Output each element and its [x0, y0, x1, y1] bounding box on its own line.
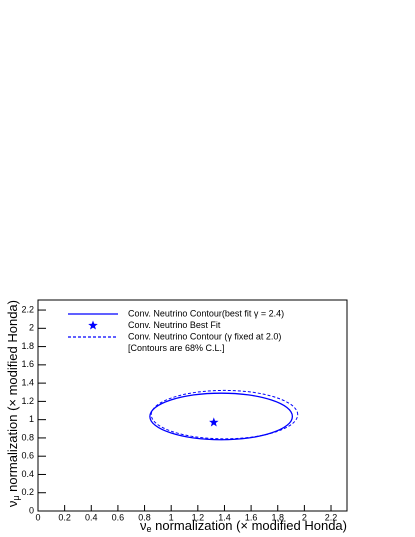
y-tick-label: 0.8	[21, 432, 34, 442]
x-tick-label: 0.4	[85, 512, 98, 522]
y-tick-label: 1.4	[21, 377, 34, 387]
contour	[150, 389, 299, 440]
plot-frame	[37, 299, 348, 512]
x-tick-label: 2.2	[325, 512, 338, 522]
x-label-text: normalization (× modified Honda)	[152, 518, 347, 533]
x-label-symbol: ν	[140, 518, 147, 533]
x-tick-label: 1	[169, 512, 174, 522]
y-label-subscript: μ	[11, 495, 21, 500]
legend-label: Conv. Neutrino Contour (γ fixed at 2.0)	[128, 331, 281, 341]
x-tick-label: 1.2	[192, 512, 205, 522]
x-tick-label: 2	[302, 512, 307, 522]
y-tick-label: 0.6	[21, 451, 34, 461]
y-tick-label: 1	[29, 414, 34, 424]
x-tick-label: 1.8	[271, 512, 284, 522]
y-tick-label: 0.4	[21, 469, 34, 479]
x-tick-label: 0	[35, 512, 40, 522]
y-label-text: normalization (× modified Honda)	[5, 300, 20, 495]
x-tick-label: 0.8	[138, 512, 151, 522]
legend-note: [Contours are 68% C.L.]	[128, 343, 225, 353]
y-tick-label: 0	[29, 505, 34, 515]
x-tick-label: 1.4	[218, 512, 231, 522]
best-fit-star	[209, 417, 219, 427]
x-axis-label: νe normalization (× modified Honda)	[140, 518, 347, 534]
y-tick-label: 0.2	[21, 487, 34, 497]
y-tick-label: 1.6	[21, 359, 34, 369]
legend-label: Conv. Neutrino Best Fit	[128, 320, 221, 330]
y-label-symbol: ν	[5, 501, 20, 508]
y-tick-label: 2	[29, 323, 34, 333]
y-axis-label: νμ normalization (× modified Honda)	[5, 300, 21, 507]
y-tick-label: 2.2	[21, 304, 34, 314]
x-tick-label: 0.6	[112, 512, 125, 522]
legend-label: Conv. Neutrino Contour(best fit γ = 2.4)	[128, 308, 284, 318]
contour	[149, 392, 294, 441]
legend-symbol	[88, 320, 98, 330]
x-tick-label: 1.6	[245, 512, 258, 522]
y-tick-label: 1.2	[21, 396, 34, 406]
x-tick-label: 0.2	[58, 512, 71, 522]
x-label-subscript: e	[147, 524, 152, 534]
y-tick-label: 1.8	[21, 341, 34, 351]
